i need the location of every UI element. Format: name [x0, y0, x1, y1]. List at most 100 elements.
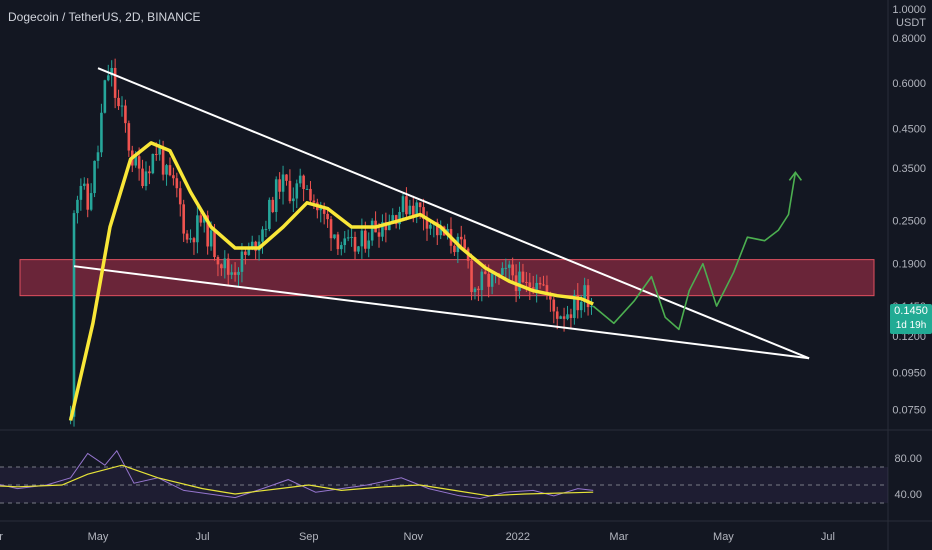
current-price-value: 0.1450 [890, 304, 932, 319]
candle-body [152, 154, 155, 173]
candle-body [200, 215, 203, 222]
candle-body [213, 230, 216, 257]
candle-body [487, 274, 490, 287]
candle-body [552, 300, 555, 312]
rsi-axis-tick: 40.00 [894, 489, 922, 501]
candle-body [80, 186, 83, 200]
candle-body [292, 199, 295, 202]
candle-body [244, 252, 247, 255]
candle-body [241, 252, 244, 272]
time-axis-tick: Sep [299, 531, 319, 543]
candle-body [158, 148, 161, 155]
candle-body [90, 193, 93, 210]
candle-body [86, 184, 89, 210]
axis-top-value: 1.0000 [892, 4, 926, 16]
candle-body [145, 171, 148, 186]
candle-body [474, 289, 477, 292]
candle-body [83, 184, 86, 186]
support-zone [20, 260, 874, 296]
rsi-axis-tick: 80.00 [894, 453, 922, 465]
candle-body [333, 234, 336, 238]
candle-body [402, 196, 405, 212]
candle-body [511, 265, 514, 276]
candle-body [148, 171, 151, 173]
candle-body [165, 165, 168, 174]
candle-body [234, 272, 237, 275]
candle-body [227, 259, 230, 275]
time-axis-tick: May [713, 531, 734, 543]
candle-body [275, 179, 278, 212]
price-axis-tick: 0.3500 [892, 163, 926, 175]
candle-body [237, 272, 240, 275]
candle-body [529, 282, 532, 287]
candle-body [285, 174, 288, 180]
price-axis-tick: 0.6000 [892, 78, 926, 90]
candle-body [460, 237, 463, 239]
time-axis-tick: Mar [0, 531, 3, 543]
candle-body [230, 272, 233, 275]
candle-body [429, 225, 432, 229]
candle-body [73, 213, 76, 417]
candle-body [505, 268, 508, 269]
candle-body [121, 106, 124, 107]
candle-body [337, 234, 340, 249]
candle-body [522, 272, 525, 282]
candle-body [463, 239, 466, 248]
candle-body [176, 178, 179, 188]
candle-body [128, 123, 131, 150]
candle-body [313, 201, 316, 203]
current-price-tag: 0.1450 1d 19h [890, 304, 932, 334]
candle-body [104, 80, 107, 113]
candle-body [364, 231, 367, 249]
candle-body [302, 176, 305, 189]
candle-body [179, 188, 182, 204]
candle-body [117, 98, 120, 106]
candle-body [114, 68, 117, 98]
candle-body [491, 273, 494, 286]
candle-body [566, 314, 569, 319]
candle-body [186, 234, 189, 240]
candle-body [162, 148, 165, 175]
time-axis-tick: May [88, 531, 109, 543]
candle-body [282, 174, 285, 191]
candle-body [508, 265, 511, 268]
candle-body [299, 176, 302, 184]
candle-body [278, 179, 281, 191]
candle-body [169, 165, 172, 175]
candle-body [481, 272, 484, 290]
price-axis-tick: 0.0950 [892, 368, 926, 380]
candle-body [477, 289, 480, 290]
candle-body [350, 237, 353, 238]
candle-body [306, 189, 309, 190]
candle-countdown: 1d 19h [890, 319, 932, 332]
candle-body [100, 113, 103, 153]
chart-title: Dogecoin / TetherUS, 2D, BINANCE [8, 10, 201, 24]
candle-body [217, 257, 220, 264]
candle-body [182, 204, 185, 233]
price-axis-tick: 0.4500 [892, 123, 926, 135]
time-axis-tick: Jul [821, 531, 835, 543]
candle-body [357, 246, 360, 251]
candle-body [309, 189, 312, 201]
candle-body [155, 154, 158, 155]
candle-body [409, 206, 412, 215]
price-axis-tick: 0.1900 [892, 259, 926, 271]
candle-body [295, 183, 298, 198]
candle-body [570, 314, 573, 318]
candle-body [539, 283, 542, 284]
price-axis-tick: 0.0750 [892, 405, 926, 417]
time-axis-tick: Mar [609, 531, 628, 543]
candle-body [265, 229, 268, 230]
candle-body [484, 272, 487, 274]
candle-body [268, 200, 271, 229]
time-axis-tick: 2022 [506, 531, 530, 543]
candle-body [371, 221, 374, 241]
candle-body [559, 316, 562, 319]
candle-body [361, 231, 364, 247]
candle-body [343, 238, 346, 245]
candle-body [261, 229, 264, 241]
candle-body [326, 214, 329, 219]
candle-body [501, 268, 504, 275]
